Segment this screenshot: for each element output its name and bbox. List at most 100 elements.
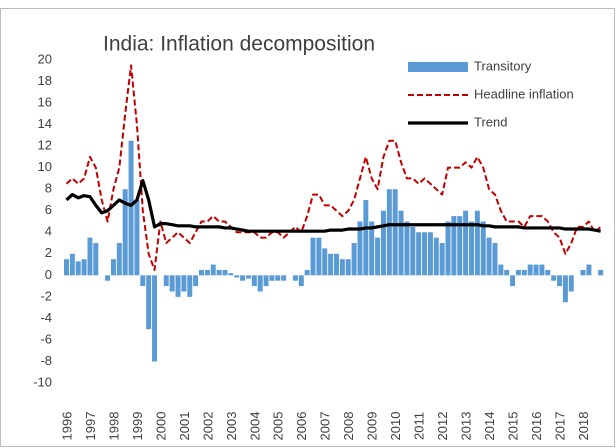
bar	[504, 269, 510, 276]
bar	[339, 259, 345, 276]
y-tick-label: 8	[45, 181, 52, 196]
bar	[64, 259, 69, 276]
bar	[93, 243, 99, 276]
bar	[463, 210, 469, 276]
bar	[175, 275, 181, 297]
bar	[110, 259, 116, 276]
y-tick-label: 6	[45, 202, 52, 217]
bar	[316, 237, 322, 276]
x-tick-label: 1998	[106, 412, 121, 441]
line	[65, 178, 601, 233]
x-tick-label: 2012	[435, 412, 450, 441]
bar	[416, 232, 422, 276]
bar	[386, 189, 392, 276]
bar	[181, 275, 187, 292]
bar	[369, 221, 375, 276]
bar	[392, 189, 398, 276]
bar	[193, 275, 199, 287]
bar	[116, 243, 122, 276]
y-tick-label: -10	[33, 374, 52, 389]
bar	[222, 269, 228, 276]
bar	[510, 275, 516, 287]
bar	[492, 243, 498, 276]
bar	[398, 210, 404, 276]
bar	[199, 269, 204, 276]
x-tick-label: 2006	[294, 412, 309, 441]
y-tick-label: 4	[45, 224, 52, 239]
x-tick-label: 2008	[341, 412, 356, 441]
x-tick-label: 2010	[388, 412, 403, 441]
bar	[480, 221, 486, 276]
bar	[527, 264, 533, 276]
x-tick-label: 2014	[482, 412, 497, 441]
bar	[105, 275, 111, 281]
bar	[122, 189, 128, 276]
bar	[380, 210, 386, 276]
y-tick-label: 2	[45, 245, 52, 260]
bar	[427, 232, 433, 276]
bar	[363, 199, 369, 276]
bar	[580, 269, 586, 276]
x-tick-label: 2013	[459, 412, 474, 441]
legend-label: Transitory	[474, 58, 532, 73]
bar	[445, 221, 451, 276]
bar	[187, 275, 193, 297]
bar	[345, 259, 351, 276]
bar	[128, 140, 134, 276]
bar	[568, 275, 574, 292]
bar	[140, 275, 146, 287]
bar	[521, 269, 527, 276]
bar	[533, 264, 539, 276]
y-tick-label: -2	[40, 288, 52, 303]
line	[65, 64, 602, 271]
x-tick-label: 2018	[576, 412, 591, 441]
bar	[216, 269, 222, 276]
bar	[551, 275, 557, 281]
bar	[474, 210, 480, 276]
bar	[75, 261, 81, 276]
bar	[433, 237, 439, 276]
bar	[69, 253, 75, 276]
y-tick-label: 14	[38, 116, 52, 131]
bar	[357, 221, 363, 276]
x-tick-label: 2000	[153, 412, 168, 441]
bar	[234, 275, 240, 278]
bar	[375, 237, 381, 276]
bar	[322, 248, 328, 276]
bar	[228, 273, 234, 276]
y-tick-label: 16	[38, 95, 52, 110]
bar	[515, 269, 521, 276]
bar	[328, 253, 334, 276]
y-tick-label: -4	[40, 310, 52, 325]
bar	[169, 275, 175, 292]
bar	[334, 253, 339, 276]
bar	[562, 275, 568, 303]
chart-title: India: Inflation decomposition	[103, 33, 375, 56]
legend-swatch	[408, 62, 468, 72]
x-tick-label: 2016	[529, 412, 544, 441]
y-tick-label: -6	[40, 331, 52, 346]
bar	[498, 264, 504, 276]
bar	[152, 275, 158, 362]
bar	[351, 243, 357, 276]
x-tick-label: 2004	[247, 412, 262, 441]
bar	[269, 275, 275, 281]
bar	[281, 275, 287, 281]
y-tick-label: 0	[45, 267, 52, 282]
x-tick-label: 1997	[83, 412, 98, 441]
bar	[245, 275, 251, 279]
y-tick-label: -8	[40, 353, 52, 368]
bar	[81, 259, 87, 276]
x-tick-label: 2007	[318, 412, 333, 441]
bar	[304, 269, 310, 276]
bar	[586, 264, 592, 276]
x-tick-label: 2017	[552, 412, 567, 441]
x-tick-label: 2001	[177, 412, 192, 441]
bar	[539, 264, 545, 276]
bar	[410, 226, 416, 276]
y-tick-label: 12	[38, 138, 52, 153]
bar	[486, 237, 492, 276]
bar	[439, 243, 445, 276]
x-tick-label: 2011	[412, 412, 427, 440]
